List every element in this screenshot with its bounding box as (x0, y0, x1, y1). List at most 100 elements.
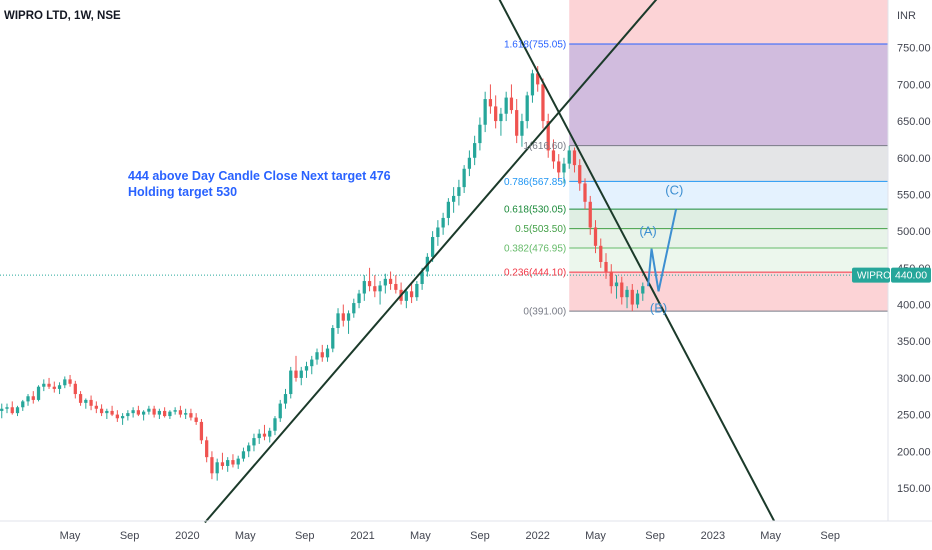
candle (194, 413, 198, 425)
candle (73, 380, 77, 399)
candle (189, 408, 193, 421)
candle-body (341, 313, 345, 321)
candle (604, 253, 608, 279)
candle (494, 95, 498, 129)
candle-body (567, 150, 571, 164)
candle (530, 69, 535, 103)
candle (593, 220, 598, 254)
candle-body (131, 410, 135, 414)
candle (635, 289, 640, 309)
candle-body (78, 394, 83, 403)
candle (641, 282, 645, 301)
wave-path[interactable] (647, 208, 678, 292)
candle-body (378, 285, 382, 292)
candle (415, 281, 419, 301)
candle-body (163, 410, 167, 417)
candle-body (509, 97, 514, 111)
x-tick-label: 2020 (175, 530, 199, 542)
candle-body (593, 227, 598, 246)
x-axis[interactable]: May Sep 2020 May Sep 2021 May Sep 2022 May Sep 2023… (60, 530, 840, 542)
fib-band (569, 209, 888, 229)
candle-body (635, 293, 640, 305)
candle (283, 388, 288, 409)
candle-body (315, 352, 319, 360)
candle-body (494, 106, 498, 122)
trendline[interactable] (494, 0, 776, 522)
candle-body (252, 438, 256, 446)
fib-band (569, 272, 888, 312)
candle (541, 78, 545, 129)
candle (310, 355, 314, 375)
y-tick-label: 400.00 (897, 300, 931, 312)
candle-body (289, 370, 293, 395)
candles (0, 66, 645, 481)
candle (383, 273, 387, 294)
candle (84, 398, 88, 409)
candle (467, 150, 472, 177)
candle (68, 374, 72, 387)
candle-body (599, 245, 603, 262)
candle (257, 429, 261, 444)
candle-body (441, 217, 445, 228)
candle-body (0, 408, 4, 411)
candle-body (504, 97, 508, 114)
annotation-line-1[interactable]: 444 above Day Candle Close Next target 4… (128, 169, 391, 183)
candle (499, 107, 503, 136)
candle-body (499, 113, 503, 122)
candle (99, 404, 104, 417)
candle-body (336, 313, 340, 329)
candle-body (299, 370, 303, 378)
y-tick-label: 500.00 (897, 226, 931, 238)
candle (509, 84, 514, 114)
fib-label: 0.786(567.85) (504, 177, 566, 188)
candle (404, 288, 408, 309)
wave-projection[interactable]: (A) (B) (C) (639, 182, 683, 315)
candle (557, 154, 561, 180)
candle (5, 403, 9, 414)
candle (478, 117, 482, 151)
candle-body (141, 411, 146, 415)
candle-body (26, 396, 30, 402)
fib-band (569, 145, 888, 182)
trendline[interactable] (204, 0, 779, 524)
candle-body (31, 396, 35, 400)
candle-body (257, 433, 261, 439)
candle-body (57, 385, 62, 389)
candle (141, 410, 146, 421)
candle (336, 308, 340, 334)
trendlines[interactable] (204, 0, 779, 524)
y-tick-label: 250.00 (897, 410, 931, 422)
candle (299, 366, 303, 386)
candle (373, 275, 377, 298)
candle-body (478, 124, 482, 144)
fib-band (569, 228, 888, 249)
annotation-line-2[interactable]: Holding target 530 (128, 185, 237, 199)
candle (583, 178, 587, 210)
candle-body (10, 407, 14, 414)
candle (268, 427, 272, 443)
candle (131, 407, 135, 418)
candle-body (89, 399, 93, 406)
candle (163, 407, 167, 418)
candle-body (152, 408, 156, 415)
y-tick-label: 750.00 (897, 43, 931, 55)
candle-body (126, 413, 130, 417)
candle-body (273, 418, 277, 431)
candle (42, 379, 46, 392)
candle-body (404, 291, 408, 301)
candle-body (583, 183, 587, 202)
candle (231, 454, 235, 468)
candle-body (325, 348, 330, 358)
candle-body (641, 286, 645, 294)
x-tick-label: Sep (470, 530, 490, 542)
candle (599, 238, 603, 268)
candle-body (462, 168, 466, 188)
candle-body (415, 283, 419, 298)
candle (89, 395, 93, 411)
candle (520, 113, 524, 147)
currency-label: INR (897, 10, 916, 22)
candle (215, 458, 219, 481)
candle (572, 147, 577, 173)
candle (199, 419, 204, 444)
